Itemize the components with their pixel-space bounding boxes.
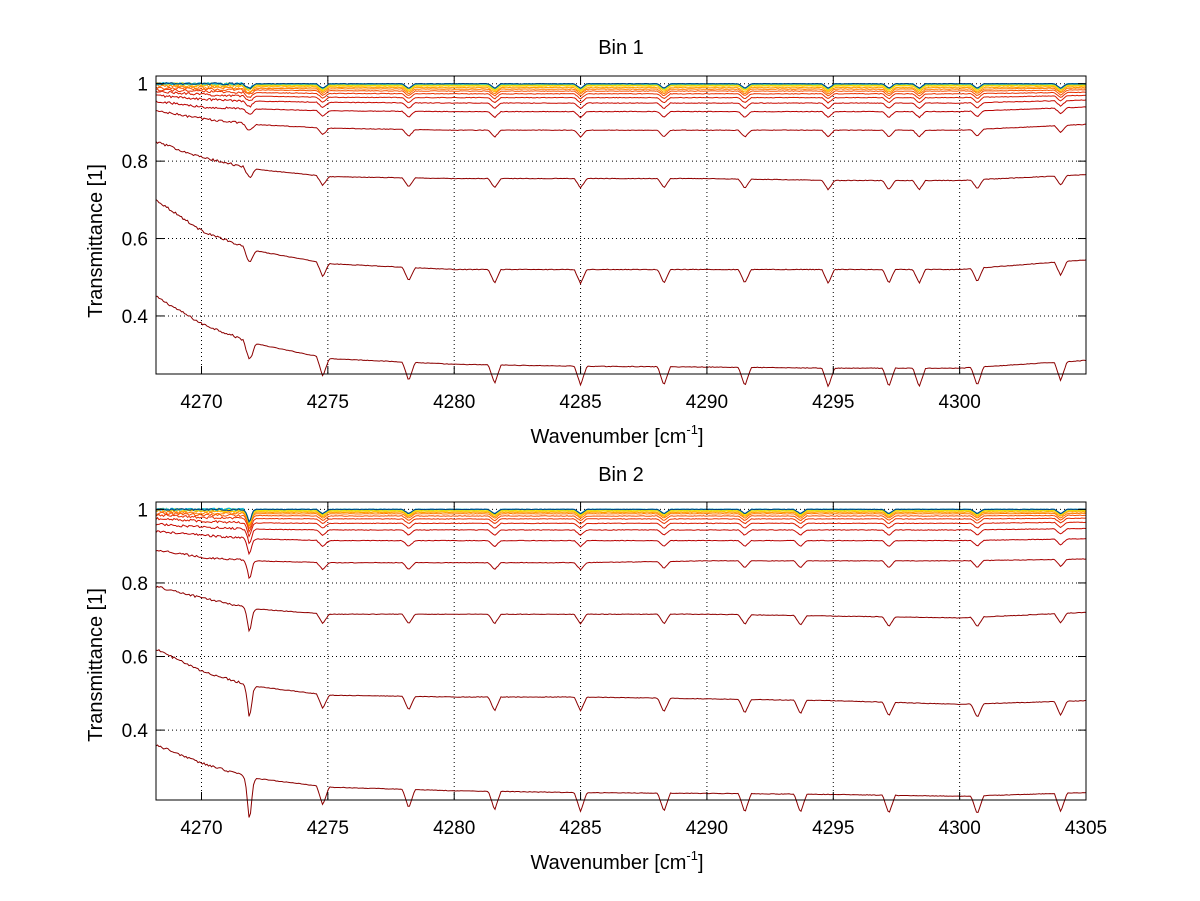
x-axis-label: Wavenumber [cm-1]: [530, 422, 703, 448]
ticks: 4270 4275 4280 4285 4290 4295 4300 0.4 0.6 0.8 1: [122, 75, 1086, 413]
y-axis-label: Transmittance [1]: [85, 588, 107, 742]
x-tick-label: 4295: [812, 818, 854, 839]
y-axis-label: Transmittance [1]: [85, 164, 107, 318]
ylabel-group: Transmittance [1]: [85, 164, 107, 318]
x-axis-label: Wavenumber [cm-1]: [530, 848, 703, 874]
series-line: [155, 86, 1087, 97]
y-tick-label: 1: [137, 75, 148, 96]
x-axis-label-sup: -1: [686, 422, 698, 437]
plot-lines: [155, 507, 1087, 818]
series-line: [156, 94, 1087, 110]
y-tick-label: 0.8: [122, 574, 148, 595]
series-line: [155, 110, 1087, 138]
x-tick-label: 4285: [559, 818, 601, 839]
x-axis-label-suffix: ]: [698, 426, 704, 448]
series-line: [155, 516, 1087, 538]
series-line: [155, 100, 1087, 119]
series-line: [155, 649, 1087, 718]
x-axis-label-suffix: ]: [698, 852, 704, 874]
series-line: [155, 585, 1087, 633]
series-line: [155, 530, 1087, 556]
series-line: [155, 549, 1087, 580]
series-line: [155, 88, 1087, 100]
axes-box: [155, 75, 1087, 375]
series-line: [155, 81, 1087, 92]
y-tick-label: 1: [137, 500, 148, 521]
series-line: [155, 522, 1087, 545]
ticks: 4270 4275 4280 4285 4290 4295 4300 4305 0.4 0.6 0.…: [122, 500, 1108, 839]
x-tick-label: 4275: [307, 392, 349, 413]
series-line: [155, 83, 1087, 94]
x-tick-label: 4300: [939, 392, 981, 413]
series-line: [155, 295, 1087, 388]
x-tick-label: 4285: [559, 392, 601, 413]
x-axis-label-main: Wavenumber [cm: [530, 426, 686, 448]
y-tick-label: 0.4: [122, 307, 149, 328]
series-line: [155, 511, 1087, 530]
chart-title: Bin 1: [598, 37, 644, 59]
series-line: [155, 513, 1087, 534]
x-tick-label: 4295: [812, 392, 854, 413]
series-line: [155, 82, 1086, 90]
x-axis-label-sup: -1: [686, 848, 698, 863]
y-tick-label: 0.6: [122, 648, 148, 669]
series-line: [155, 199, 1087, 285]
series-line: [155, 744, 1087, 818]
x-tick-label: 4270: [180, 818, 222, 839]
y-tick-label: 0.6: [122, 230, 148, 251]
series-line: [156, 508, 1087, 527]
series-line: [155, 141, 1087, 191]
series-line: [155, 84, 1087, 95]
ylabel-group: Transmittance [1]: [85, 588, 107, 742]
x-tick-label: 4270: [180, 392, 222, 413]
x-tick-label: 4290: [686, 818, 728, 839]
plot-lines: [155, 81, 1087, 388]
series-line: [155, 507, 1086, 523]
x-tick-label: 4305: [1065, 818, 1107, 839]
y-tick-label: 0.4: [122, 721, 149, 742]
x-axis-label-main: Wavenumber [cm: [530, 852, 686, 874]
panel-bin-2: Bin 2 Transmittance [1] Wavenumber [cm-1…: [85, 464, 1107, 874]
y-tick-label: 0.8: [122, 152, 148, 173]
x-tick-label: 4280: [433, 818, 475, 839]
x-tick-label: 4300: [939, 818, 981, 839]
x-tick-label: 4280: [433, 392, 475, 413]
panel-bin-1: Bin 1 Transmittance [1] Wavenumber [cm-1…: [85, 37, 1087, 448]
axes-box: [155, 501, 1087, 801]
x-tick-label: 4290: [686, 392, 728, 413]
series-line: [155, 82, 1087, 90]
chart-title: Bin 2: [598, 464, 644, 486]
series-line: [155, 90, 1087, 104]
series-line: [155, 509, 1087, 528]
x-tick-label: 4275: [307, 818, 349, 839]
series-line: [155, 507, 1087, 525]
